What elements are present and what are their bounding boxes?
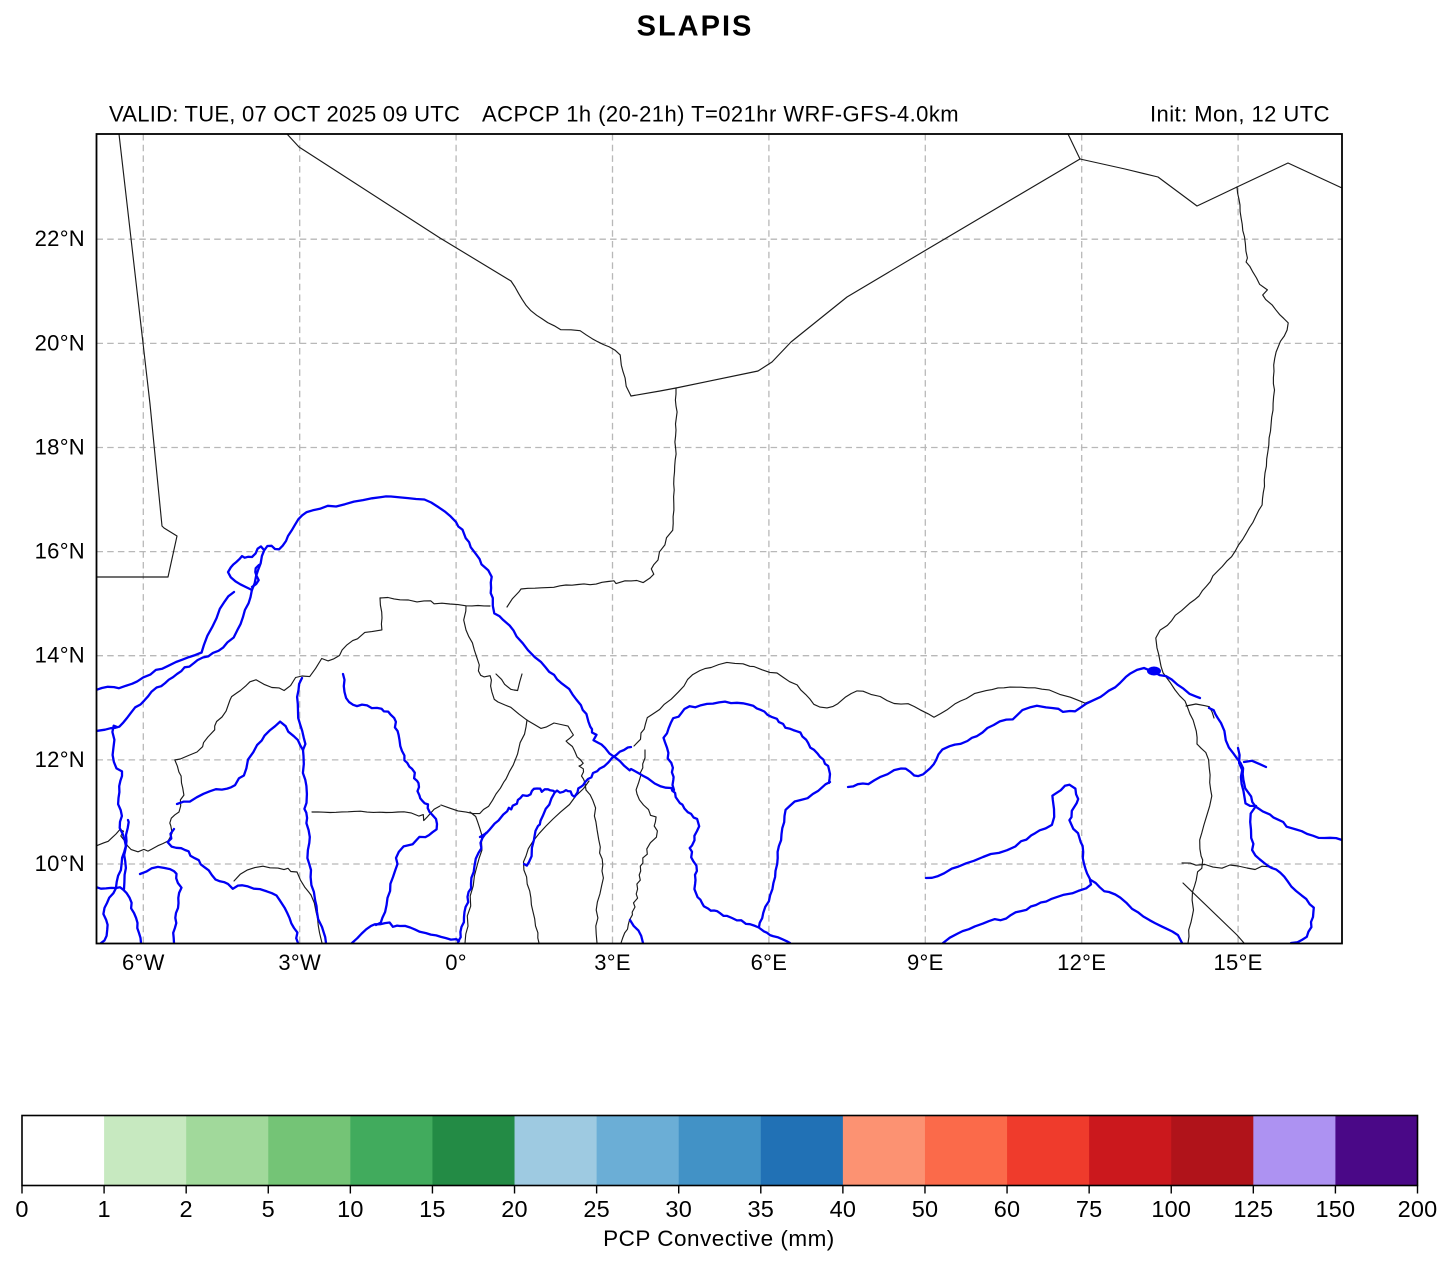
svg-text:2: 2 bbox=[180, 1196, 193, 1222]
svg-text:20°N: 20°N bbox=[35, 330, 85, 355]
svg-text:VALID: TUE, 07 OCT 2025 09 UTC: VALID: TUE, 07 OCT 2025 09 UTC bbox=[109, 102, 460, 127]
svg-text:0: 0 bbox=[15, 1196, 28, 1222]
svg-text:ACPCP 1h (20-21h) T=021hr WRF-: ACPCP 1h (20-21h) T=021hr WRF-GFS-4.0km bbox=[482, 102, 959, 127]
svg-text:50: 50 bbox=[912, 1196, 939, 1222]
svg-text:150: 150 bbox=[1316, 1196, 1356, 1222]
svg-text:10: 10 bbox=[337, 1196, 364, 1222]
svg-text:12°E: 12°E bbox=[1057, 950, 1106, 975]
svg-text:SLAPIS: SLAPIS bbox=[637, 11, 754, 43]
svg-text:12°N: 12°N bbox=[35, 747, 85, 772]
svg-text:6°E: 6°E bbox=[751, 950, 788, 975]
svg-text:16°N: 16°N bbox=[35, 539, 85, 564]
svg-text:60: 60 bbox=[994, 1196, 1021, 1222]
svg-text:15°E: 15°E bbox=[1214, 950, 1263, 975]
svg-text:3°W: 3°W bbox=[278, 950, 321, 975]
svg-text:3°E: 3°E bbox=[594, 950, 631, 975]
svg-text:35: 35 bbox=[748, 1196, 775, 1222]
svg-text:15: 15 bbox=[419, 1196, 446, 1222]
svg-text:6°W: 6°W bbox=[122, 950, 165, 975]
svg-text:PCP Convective (mm): PCP Convective (mm) bbox=[603, 1226, 835, 1251]
svg-text:40: 40 bbox=[830, 1196, 857, 1222]
svg-text:25: 25 bbox=[583, 1196, 610, 1222]
svg-text:22°N: 22°N bbox=[35, 226, 85, 251]
svg-text:100: 100 bbox=[1151, 1196, 1191, 1222]
svg-text:Init: Mon, 12 UTC: Init: Mon, 12 UTC bbox=[1150, 102, 1330, 127]
svg-text:75: 75 bbox=[1076, 1196, 1103, 1222]
svg-text:1: 1 bbox=[97, 1196, 110, 1222]
svg-text:30: 30 bbox=[665, 1196, 692, 1222]
svg-text:14°N: 14°N bbox=[35, 643, 85, 668]
svg-text:9°E: 9°E bbox=[907, 950, 944, 975]
svg-text:200: 200 bbox=[1398, 1196, 1438, 1222]
svg-text:125: 125 bbox=[1233, 1196, 1273, 1222]
svg-text:10°N: 10°N bbox=[35, 851, 85, 876]
svg-text:18°N: 18°N bbox=[35, 435, 85, 460]
svg-text:5: 5 bbox=[262, 1196, 275, 1222]
svg-text:20: 20 bbox=[501, 1196, 528, 1222]
svg-text:0°: 0° bbox=[445, 950, 467, 975]
